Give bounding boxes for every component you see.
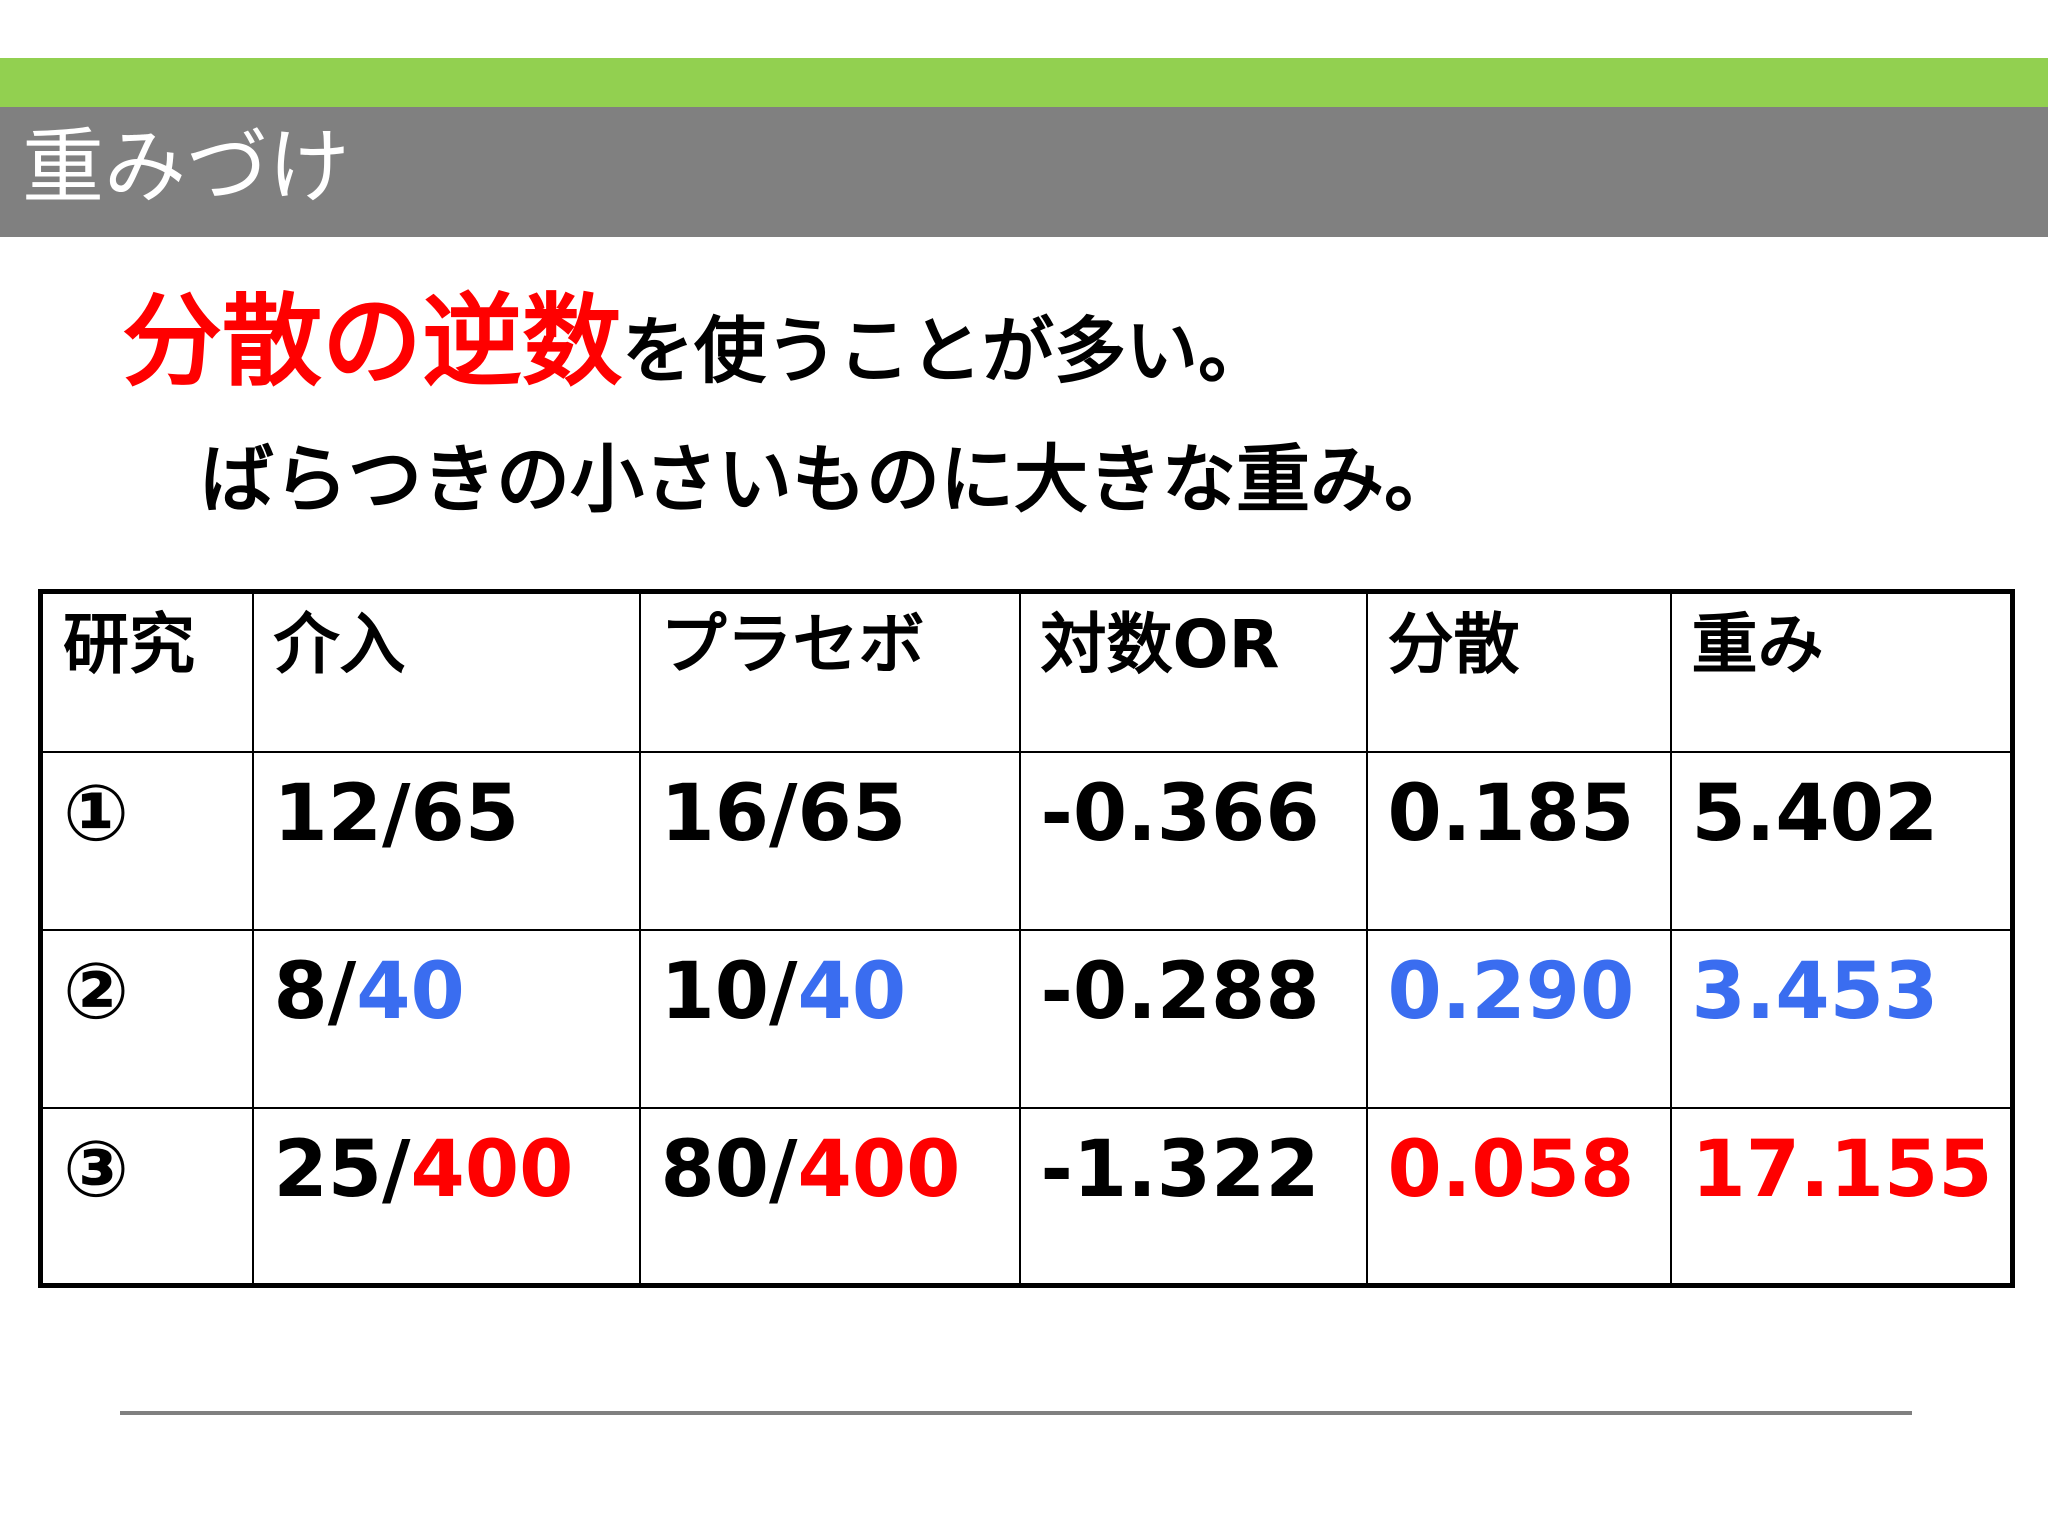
intervention-events: 25 <box>273 1124 383 1215</box>
variance-cell: 0.058 <box>1365 1106 1672 1287</box>
placebo-cell: 16/65 <box>638 750 1021 931</box>
variance-cell: 0.290 <box>1365 928 1672 1109</box>
intervention-events: 8 <box>273 946 328 1037</box>
intervention-cell: 12/65 <box>251 750 641 931</box>
variance-cell: 0.185 <box>1365 750 1672 931</box>
header-row: 研究 介入 プラセボ 対数OR 分散 重み <box>39 590 2014 753</box>
intervention-total: 40 <box>356 946 465 1037</box>
fraction-separator: / <box>769 946 798 1037</box>
placebo-total: 40 <box>797 946 907 1037</box>
placebo-total: 400 <box>797 1124 961 1215</box>
fraction-separator: / <box>769 768 798 859</box>
log-or-cell: -0.288 <box>1018 928 1368 1109</box>
table-row: ① 12/65 16/65 -0.366 0.185 5.402 <box>39 750 2014 931</box>
header-study: 研究 <box>39 590 254 753</box>
header-log-or: 対数OR <box>1018 590 1368 753</box>
intervention-cell: 25/400 <box>251 1106 641 1287</box>
title-band <box>0 107 2048 237</box>
intervention-total: 400 <box>410 1124 574 1215</box>
table-row: ③ 25/400 80/400 -1.322 0.058 17.155 <box>39 1106 2014 1287</box>
study-id: ③ <box>39 1106 254 1287</box>
placebo-events: 80 <box>660 1124 770 1215</box>
subline: ばらつきの小さいものに大きな重み。 <box>200 437 1458 523</box>
intervention-total: 65 <box>410 768 520 859</box>
fraction-separator: / <box>769 1124 798 1215</box>
accent-bar <box>0 58 2048 107</box>
header-placebo: プラセボ <box>638 590 1021 753</box>
fraction-separator: / <box>382 768 411 859</box>
weight-cell: 3.453 <box>1669 928 2014 1109</box>
table-row: ② 8/40 10/40 -0.288 0.290 3.453 <box>39 928 2014 1109</box>
headline-emphasis: 分散の逆数 <box>122 283 622 400</box>
intervention-cell: 8/40 <box>251 928 641 1109</box>
log-or-cell: -1.322 <box>1018 1106 1368 1287</box>
header-intervention: 介入 <box>251 590 641 753</box>
headline: 分散の逆数を使うことが多い。 <box>122 282 1270 431</box>
placebo-cell: 10/40 <box>638 928 1021 1109</box>
placebo-events: 10 <box>660 946 770 1037</box>
study-id: ① <box>39 750 254 931</box>
weights-table: 研究 介入 プラセボ 対数OR 分散 重み ① 12/65 16/65 -0.3… <box>38 589 2015 1288</box>
weight-cell: 5.402 <box>1669 750 2014 931</box>
header-variance: 分散 <box>1365 590 1672 753</box>
placebo-cell: 80/400 <box>638 1106 1021 1287</box>
fraction-separator: / <box>382 1124 411 1215</box>
fraction-separator: / <box>327 946 357 1037</box>
footer-divider <box>120 1411 1912 1415</box>
intervention-events: 12 <box>273 768 383 859</box>
log-or-cell: -0.366 <box>1018 750 1368 931</box>
header-weight: 重み <box>1669 590 2014 753</box>
placebo-total: 65 <box>797 768 907 859</box>
weight-cell: 17.155 <box>1669 1106 2014 1287</box>
study-id: ② <box>39 928 254 1109</box>
placebo-events: 16 <box>660 768 770 859</box>
slide-title: 重みづけ <box>22 120 351 215</box>
headline-rest: を使うことが多い。 <box>622 309 1271 393</box>
